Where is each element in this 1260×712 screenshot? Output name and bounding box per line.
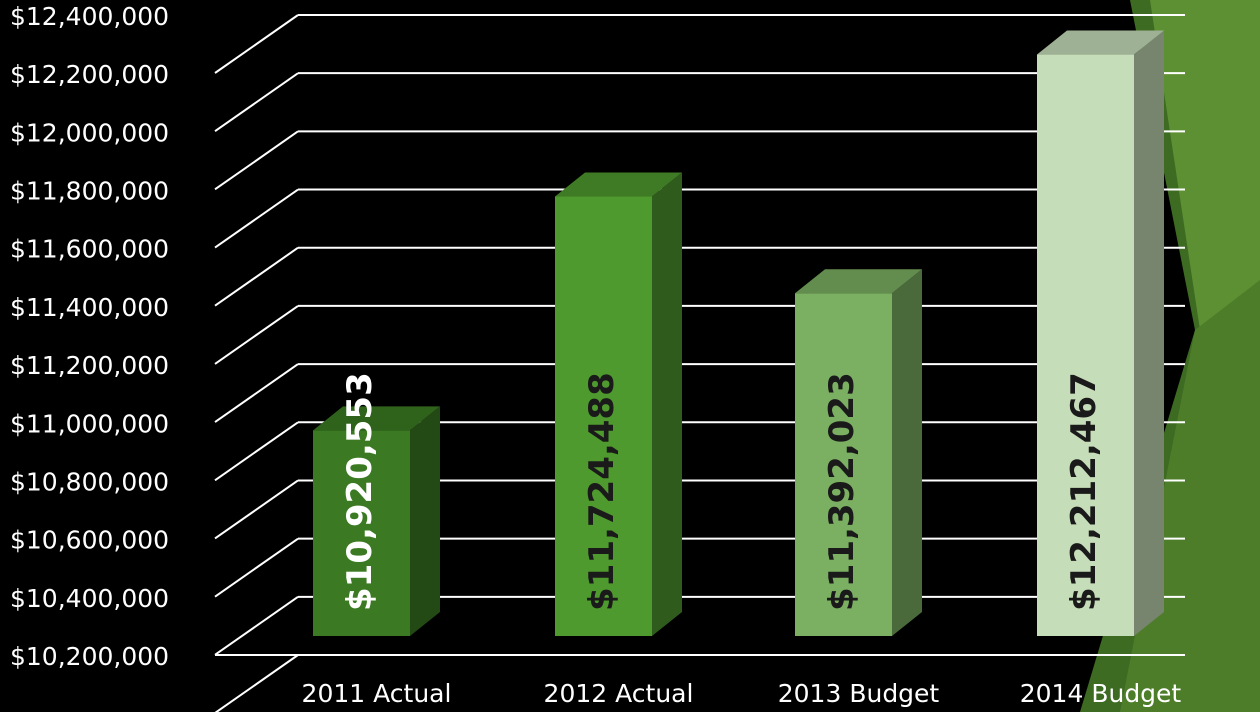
y-tick-label: $12,400,000 (10, 2, 169, 31)
grid-diagonal (214, 72, 299, 133)
y-tick-label: $10,400,000 (10, 584, 169, 613)
plot: $10,200,000 $10,400,000 $10,600,000 $10,800… (10, 2, 1185, 712)
grid-diagonal (214, 130, 299, 191)
bar-side (410, 406, 440, 636)
bar (555, 196, 652, 637)
bar (795, 293, 892, 636)
grid-diagonal (214, 595, 299, 656)
y-tick-label: $12,000,000 (10, 118, 169, 147)
value-label: $12,212,467 (1064, 372, 1104, 611)
value-label: $11,392,023 (822, 372, 862, 611)
y-tick-label: $10,800,000 (10, 467, 169, 496)
bar-side (1134, 30, 1164, 636)
grid-diagonal (214, 654, 299, 712)
y-tick-label: $11,200,000 (10, 351, 169, 380)
grid-diagonal (214, 246, 299, 307)
grid-diagonal (214, 188, 299, 249)
grid-diagonal (214, 479, 299, 540)
bar-top (555, 172, 682, 197)
grid-diagonal (214, 537, 299, 598)
value-label: $11,724,488 (582, 372, 622, 611)
y-tick-label: $11,000,000 (10, 409, 169, 438)
decoration (1150, 0, 1260, 400)
y-tick-label: $11,400,000 (10, 293, 169, 322)
bar (313, 430, 410, 636)
y-tick-label: $12,200,000 (10, 60, 169, 89)
x-tick-label: 2012 Actual (544, 679, 694, 708)
grid-diagonal (214, 421, 299, 482)
bar-top (313, 406, 440, 431)
bar-top (1037, 30, 1164, 55)
x-tick-label: 2013 Budget (778, 679, 940, 708)
x-tick-label: 2014 Budget (1020, 679, 1182, 708)
y-tick-label: $10,200,000 (10, 642, 169, 671)
y-tick-label: $11,600,000 (10, 235, 169, 264)
y-tick-label: $10,600,000 (10, 526, 169, 555)
bar-top (795, 269, 922, 294)
grid-diagonal (214, 305, 299, 365)
bar-side (892, 269, 922, 636)
grid-diagonal (214, 14, 299, 74)
grid-diagonal (214, 363, 299, 423)
bar (1037, 54, 1134, 636)
bar-side (652, 172, 682, 637)
value-label: $10,920,553 (340, 372, 380, 611)
x-tick-label: 2011 Actual (302, 679, 452, 708)
y-tick-label: $11,800,000 (10, 177, 169, 206)
